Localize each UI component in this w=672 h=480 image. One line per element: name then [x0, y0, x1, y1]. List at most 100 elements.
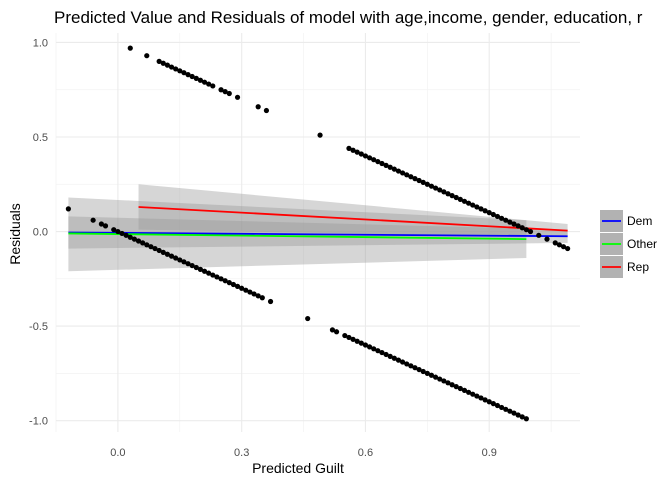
residual-point	[160, 249, 166, 255]
residual-point	[383, 162, 389, 168]
residual-point	[333, 329, 340, 335]
residual-point	[358, 151, 364, 157]
residual-point	[222, 89, 228, 95]
residual-point	[391, 355, 397, 361]
residual-point	[350, 336, 356, 342]
residual-point	[123, 232, 129, 238]
residual-point	[441, 378, 447, 384]
residual-point	[127, 45, 133, 51]
residual-point	[511, 221, 517, 227]
residual-point	[507, 408, 513, 414]
residual-point	[346, 334, 352, 341]
residual-point	[470, 202, 476, 208]
residual-point	[437, 187, 443, 193]
fit-line-other	[68, 232, 527, 241]
residual-point	[156, 58, 162, 64]
y-tick-label: 0.5	[33, 132, 48, 144]
residual-point	[428, 372, 435, 378]
residual-point	[210, 272, 216, 278]
residual-point	[457, 196, 463, 203]
residual-point	[218, 276, 224, 282]
residual-point	[358, 340, 364, 346]
residual-point	[193, 264, 199, 271]
residual-point	[453, 384, 459, 390]
residual-point	[424, 370, 430, 376]
tick-labels: 0.0 0.3 0.6 0.9 -1.0 -0.5 0.0 0.5 1.0	[29, 37, 497, 459]
residual-point	[494, 402, 501, 409]
residual-point	[486, 210, 492, 216]
residual-point	[317, 132, 323, 138]
residual-point	[441, 189, 447, 195]
x-tick-label: 0.9	[482, 447, 497, 459]
residual-point	[432, 185, 439, 191]
residual-point	[474, 204, 480, 210]
residual-point	[366, 155, 373, 161]
residual-point	[371, 346, 377, 352]
residual-point	[544, 236, 550, 242]
residual-point	[478, 206, 484, 212]
residual-point	[461, 198, 468, 204]
residual-point	[185, 72, 191, 78]
x-tick-label: 0.0	[110, 447, 125, 459]
residual-point	[144, 53, 150, 59]
residual-point	[263, 107, 270, 114]
residual-point	[404, 172, 410, 178]
residual-point	[164, 251, 171, 257]
residual-point	[404, 361, 410, 367]
residual-point	[362, 153, 369, 159]
residual-point	[399, 170, 406, 176]
residual-point	[168, 253, 175, 259]
legend-label-dem: Dem	[627, 214, 652, 228]
residual-point	[185, 261, 191, 267]
residual-point	[152, 245, 158, 252]
residual-point	[371, 157, 377, 163]
residual-point	[98, 221, 104, 227]
residual-point	[65, 206, 71, 212]
y-tick-label: 1.0	[33, 37, 48, 49]
residual-point	[391, 166, 397, 172]
legend-label-other: Other	[627, 237, 657, 251]
residual-point	[222, 278, 228, 284]
residual-point	[482, 208, 488, 214]
residual-point	[499, 404, 505, 411]
residual-point	[428, 183, 435, 189]
x-axis-title: Predicted Guilt	[252, 460, 344, 476]
residual-point	[399, 359, 406, 365]
residual-point	[457, 385, 463, 392]
residual-point	[416, 366, 422, 373]
residual-point	[503, 217, 509, 223]
residual-point	[536, 232, 542, 238]
residual-point	[408, 174, 414, 180]
residual-point	[144, 242, 150, 248]
fit-line-dem	[68, 231, 568, 238]
residual-point	[342, 332, 348, 339]
residual-point	[478, 395, 484, 401]
residual-point	[193, 75, 199, 81]
residual-point	[395, 357, 402, 363]
residual-point	[346, 145, 352, 151]
residual-point	[140, 240, 146, 246]
residual-point	[181, 259, 187, 265]
x-tick-label: 0.6	[358, 447, 373, 459]
residual-point	[234, 283, 241, 289]
residual-point	[465, 389, 472, 395]
residual-point	[230, 281, 237, 288]
residual-point	[486, 399, 492, 405]
residual-point	[156, 247, 162, 254]
chart-title: Predicted Value and Residuals of model w…	[54, 8, 643, 27]
fit-lines	[68, 206, 568, 241]
residual-point	[556, 242, 562, 248]
residual-point	[387, 164, 393, 170]
residual-point	[255, 104, 261, 110]
residual-point	[164, 62, 171, 68]
residual-point	[173, 66, 179, 72]
x-tick-label: 0.3	[234, 447, 249, 459]
residual-point	[168, 64, 175, 70]
residual-point	[201, 268, 208, 274]
residual-point	[494, 213, 501, 220]
residual-point	[102, 223, 109, 229]
residual-point	[453, 194, 459, 201]
residual-point	[490, 401, 496, 407]
residual-point	[354, 149, 360, 155]
